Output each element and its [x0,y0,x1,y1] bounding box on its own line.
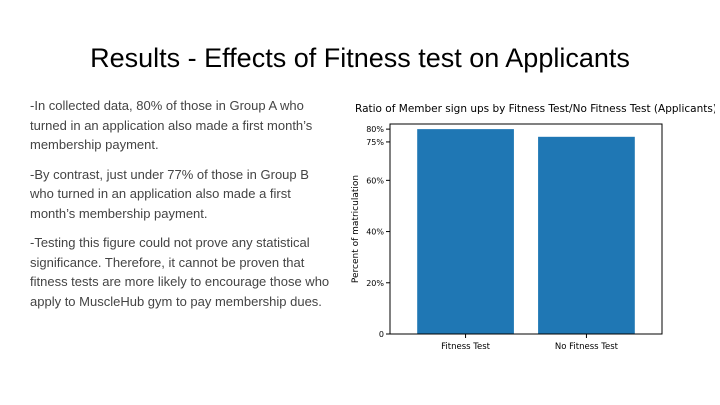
bar-no-fitness-test [538,136,635,334]
y-tick-label: 60% [366,176,384,185]
yticks-layer: 0 20% 40% 60% 75% 80% [366,125,390,339]
y-tick-label: 80% [366,125,384,134]
x-tick-label: Fitness Test [441,342,491,352]
x-tick-label: No Fitness Test [555,342,619,352]
chart-ylabel: Percent of matriculation [351,175,361,283]
slide-title: Results - Effects of Fitness test on App… [90,43,630,73]
y-tick-label: 40% [366,228,384,237]
xticks-layer: Fitness Test No Fitness Test [441,334,619,352]
body-text: -In collected data, 80% of those in Grou… [30,96,335,321]
chart-svg: Ratio of Member sign ups by Fitness Test… [351,103,715,352]
bar-chart: Ratio of Member sign ups by Fitness Test… [345,97,715,357]
y-tick-label: 20% [366,279,384,288]
chart-title: Ratio of Member sign ups by Fitness Test… [355,103,715,115]
y-tick-label: 75% [366,138,384,147]
paragraph-group-b: -By contrast, just under 77% of those in… [30,166,309,221]
paragraph-significance: -Testing this figure could not prove any… [30,235,330,309]
bar-fitness-test [417,129,514,334]
paragraph-group-a: -In collected data, 80% of those in Grou… [30,98,313,152]
bars-layer [417,129,635,334]
y-tick-label: 0 [379,330,384,339]
plot-frame [389,123,663,335]
